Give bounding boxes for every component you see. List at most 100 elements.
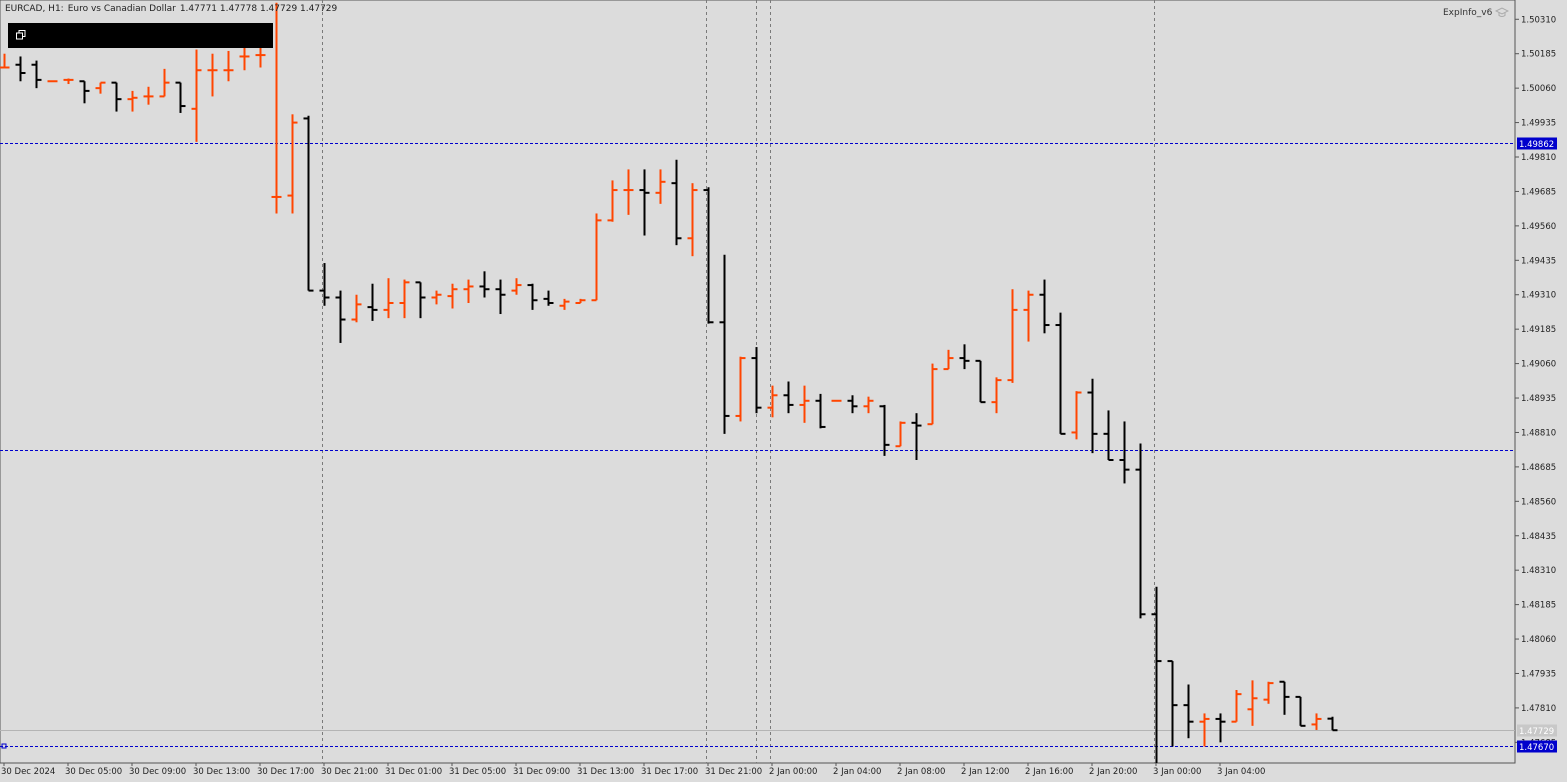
level-price-label-bg — [1517, 137, 1557, 150]
ohlc-bar — [943, 349, 954, 371]
graduation-cap-icon — [1495, 7, 1509, 17]
y-axis-tick-label: 1.49935 — [1521, 119, 1556, 129]
ohlc-bar — [815, 393, 826, 429]
ohlc-bar — [415, 281, 426, 319]
symbol-description: Euro vs Canadian Dollar — [67, 4, 176, 14]
ohlc-bar — [207, 53, 218, 97]
ohlc-bar — [1167, 660, 1178, 747]
y-axis-tick-label: 1.50185 — [1521, 50, 1556, 60]
ohlc-bar — [1119, 421, 1130, 484]
ohlc-bar — [271, 2, 282, 214]
ohlc-bar — [63, 78, 74, 85]
symbol-label: EURCAD, H1: — [5, 4, 64, 14]
ohlc-bar — [143, 86, 154, 105]
ohlc-bar — [351, 294, 362, 323]
ohlc-bar — [1279, 680, 1290, 715]
ohlc-bar — [703, 187, 714, 324]
window-restore-icon[interactable] — [16, 30, 26, 40]
ohlc-bar — [527, 283, 538, 310]
ohlc-bar — [783, 381, 794, 414]
ohlc-bar — [767, 385, 778, 418]
y-axis-tick-label: 1.49435 — [1521, 256, 1556, 266]
y-axis-tick-label: 1.48560 — [1521, 497, 1556, 507]
x-axis-tick-label: 31 Dec 01:00 — [385, 767, 442, 777]
ohlc-bar — [1007, 289, 1018, 383]
y-axis-tick-label: 1.49310 — [1521, 291, 1556, 301]
y-axis-tick-label: 1.48435 — [1521, 532, 1556, 542]
ohlc-bar — [671, 159, 682, 246]
ohlc-bar — [1103, 410, 1114, 462]
trade-panel[interactable] — [8, 23, 273, 48]
x-axis-tick-label: 30 Dec 17:00 — [257, 767, 314, 777]
ohlc-bar — [303, 115, 314, 292]
ohlc-bar — [543, 290, 554, 306]
ohlc-bar — [31, 60, 42, 89]
x-axis-tick-label: 3 Jan 04:00 — [1217, 767, 1265, 777]
ohlc-bar — [863, 396, 874, 414]
ohlc-bar — [655, 169, 666, 204]
ohlc-bar — [319, 263, 330, 306]
bid-price-label: 1.47729 — [1519, 727, 1554, 737]
ohlc-bar — [751, 347, 762, 414]
x-axis-tick-label: 2 Jan 12:00 — [961, 767, 1009, 777]
y-axis-tick-label: 1.49185 — [1521, 325, 1556, 335]
ohlc-bar — [1231, 690, 1242, 723]
ohlc-bar — [511, 278, 522, 295]
ohlc-bar — [575, 298, 586, 304]
x-axis-tick-label: 3 Jan 00:00 — [1153, 767, 1201, 777]
x-axis-tick-label: 30 Dec 09:00 — [129, 767, 186, 777]
y-axis-tick-label: 1.50310 — [1521, 15, 1556, 25]
y-axis-tick-label: 1.47810 — [1521, 704, 1556, 714]
y-axis-tick-label: 1.48185 — [1521, 601, 1556, 611]
x-axis-tick-label: 2 Jan 08:00 — [897, 767, 945, 777]
ohlc-bar — [879, 404, 890, 456]
y-axis-tick-label: 1.50060 — [1521, 84, 1556, 94]
chart-header: EURCAD, H1: Euro vs Canadian Dollar 1.4777… — [5, 4, 341, 14]
y-axis-tick-label: 1.48810 — [1521, 428, 1556, 438]
ohlc-bar — [735, 356, 746, 422]
x-axis-tick-label: 30 Dec 21:00 — [321, 767, 378, 777]
indicator-label: ExpInfo_v6 — [1443, 8, 1493, 18]
x-axis-tick-label: 31 Dec 21:00 — [705, 767, 762, 777]
level-anchor-marker[interactable] — [1, 743, 7, 749]
y-axis-tick-label: 1.49810 — [1521, 153, 1556, 163]
ohlc-bar — [1327, 716, 1338, 732]
ohlc-bar — [1055, 312, 1066, 435]
ohlc-bar — [175, 81, 186, 113]
x-axis-tick-label: 2 Jan 20:00 — [1089, 767, 1137, 777]
ohlc-bar — [15, 56, 26, 82]
ohlc-bar — [1039, 279, 1050, 334]
ohlc-bar — [127, 90, 138, 112]
ohlc-bar — [79, 80, 90, 104]
ohlc-bar — [591, 213, 602, 302]
y-axis-tick-label: 1.47935 — [1521, 669, 1556, 679]
ohlc-bar — [687, 183, 698, 257]
ohlc-bar — [1263, 681, 1274, 704]
y-axis-tick-label: 1.48310 — [1521, 566, 1556, 576]
x-axis-tick-label: 2 Jan 04:00 — [833, 767, 881, 777]
ohlc-bar — [991, 377, 1002, 414]
ohlc-bar — [463, 279, 474, 304]
ohlc-bar — [159, 68, 170, 98]
price-axis-border — [0, 0, 1516, 764]
ohlc-bar — [399, 279, 410, 319]
ohlc-bar — [191, 49, 202, 142]
ohlc-bar — [799, 385, 810, 423]
ohlc-bar — [975, 359, 986, 404]
ohlc-values: 1.47771 1.47778 1.47729 1.47729 — [179, 4, 338, 14]
level-price-label-bg — [1517, 740, 1557, 753]
x-axis-tick-label: 2 Jan 00:00 — [769, 767, 817, 777]
ohlc-bar — [1151, 586, 1162, 764]
ohlc-bar — [911, 413, 922, 461]
level-price-label: 1.49862 — [1519, 140, 1554, 150]
x-axis-tick-label: 31 Dec 09:00 — [513, 767, 570, 777]
ohlc-bar — [335, 290, 346, 343]
ohlc-bar — [223, 50, 234, 82]
x-axis-tick-label: 30 Dec 2024 — [1, 767, 55, 777]
ohlc-bar — [639, 169, 650, 236]
ohlc-bar — [287, 114, 298, 214]
ohlc-bar — [1183, 684, 1194, 739]
ohlc-bar — [383, 278, 394, 319]
